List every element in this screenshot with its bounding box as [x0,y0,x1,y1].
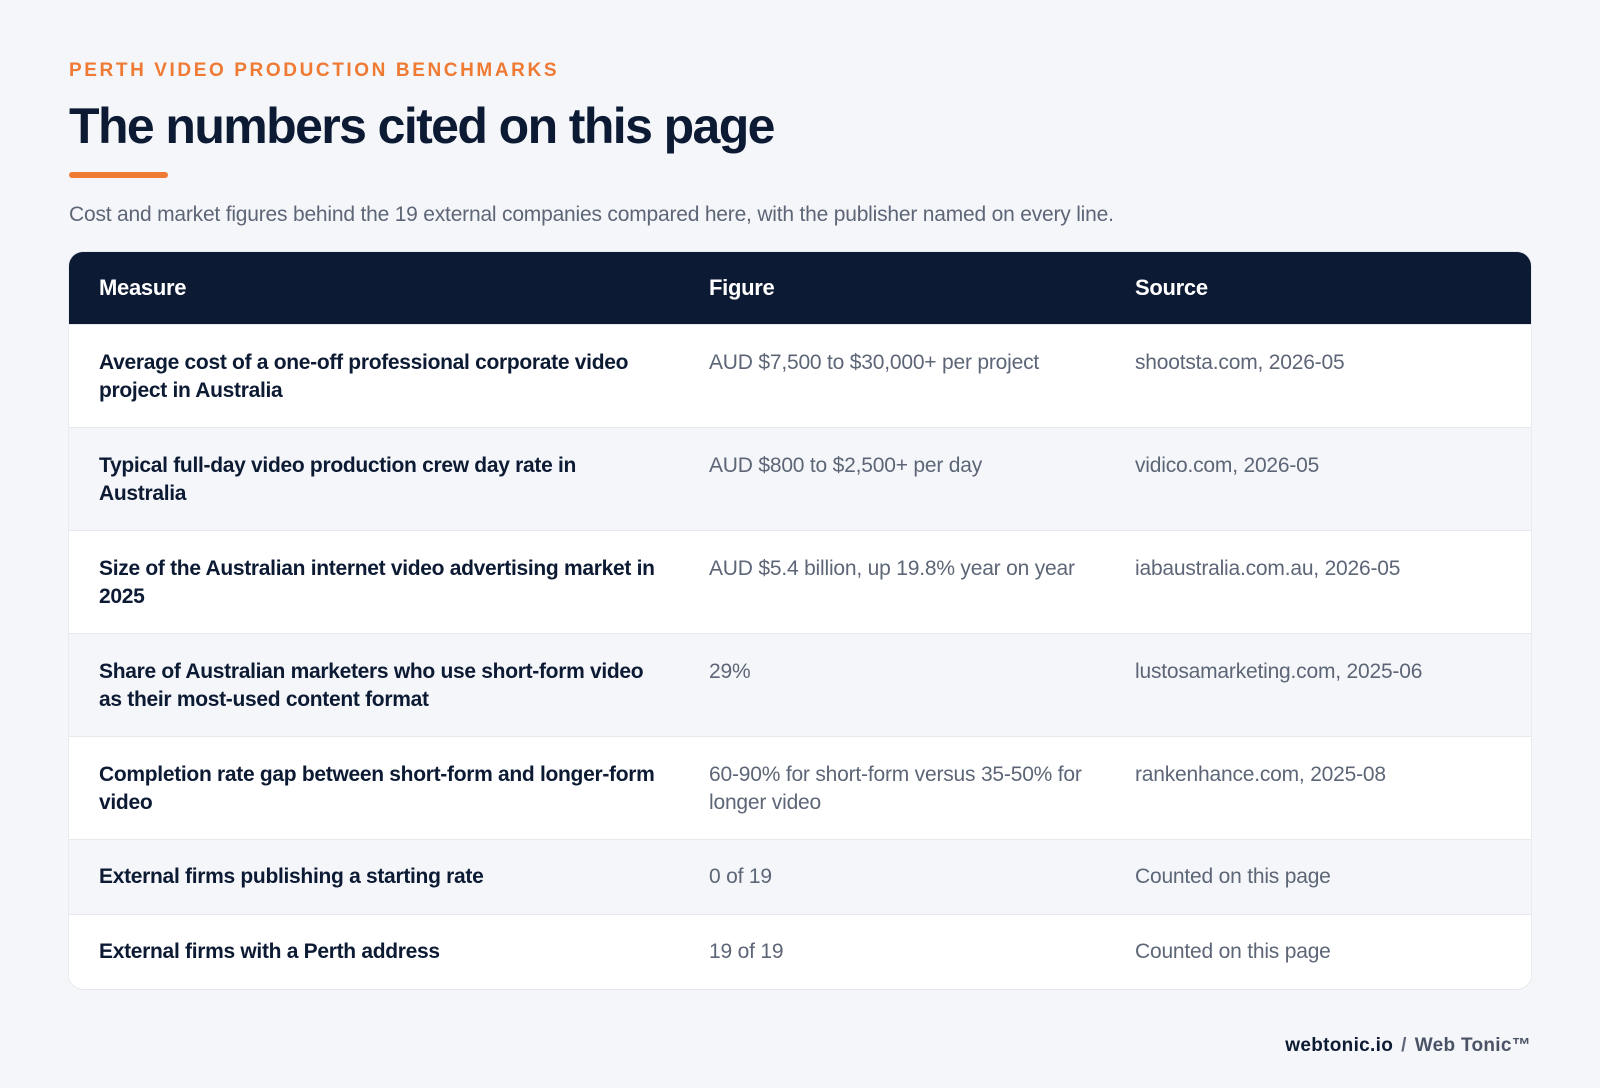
source-cell: shootsta.com, 2026-05 [1135,350,1345,374]
measure-cell: Completion rate gap between short-form a… [99,762,655,814]
figure-cell: 19 of 19 [709,939,784,963]
figure-cell: AUD $5.4 billion, up 19.8% year on year [709,556,1075,580]
table-row: External firms publishing a starting rat… [69,839,1531,914]
table-header-row: Measure Figure Source [69,252,1531,324]
benchmarks-table: Measure Figure Source Average cost of a … [69,252,1531,989]
figure-cell: 0 of 19 [709,864,772,888]
source-cell: Counted on this page [1135,939,1331,963]
table-row: Average cost of a one-off professional c… [69,324,1531,427]
source-cell: lustosamarketing.com, 2025-06 [1135,659,1423,683]
source-cell: vidico.com, 2026-05 [1135,453,1320,477]
page-subtitle: Cost and market figures behind the 19 ex… [69,203,1114,226]
measure-cell: External firms publishing a starting rat… [99,864,484,888]
figure-cell: AUD $800 to $2,500+ per day [709,453,983,477]
source-cell: iabaustralia.com.au, 2026-05 [1135,556,1401,580]
footer-credit: webtonic.io / Web Tonic™ [1285,1034,1531,1058]
figure-cell: 60-90% for short-form versus 35-50% for … [709,762,1082,814]
figure-cell: 29% [709,659,751,683]
table-row: Size of the Australian internet video ad… [69,530,1531,633]
table-row: External firms with a Perth address 19 o… [69,914,1531,989]
table-row: Typical full-day video production crew d… [69,427,1531,530]
column-header-measure: Measure [99,274,187,300]
source-cell: Counted on this page [1135,864,1331,888]
measure-cell: Share of Australian marketers who use sh… [99,659,644,711]
column-header-figure: Figure [709,274,775,300]
measure-cell: Average cost of a one-off professional c… [99,350,629,402]
measure-cell: Size of the Australian internet video ad… [99,556,655,608]
eyebrow-label: PERTH VIDEO PRODUCTION BENCHMARKS [69,60,560,81]
table-header: Measure Figure Source [69,252,1531,324]
table-body: Average cost of a one-off professional c… [69,324,1531,989]
footer-separator: / [1401,1035,1407,1056]
footer-brand: Web Tonic™ [1414,1035,1531,1056]
page-title: The numbers cited on this page [69,98,775,154]
table-row: Completion rate gap between short-form a… [69,736,1531,839]
footer-domain: webtonic.io [1285,1035,1394,1056]
measure-cell: Typical full-day video production crew d… [99,453,577,505]
page: PERTH VIDEO PRODUCTION BENCHMARKS The nu… [69,58,1531,989]
source-cell: rankenhance.com, 2025-08 [1135,762,1386,786]
measure-cell: External firms with a Perth address [99,939,440,963]
column-header-source: Source [1135,274,1208,300]
figure-cell: AUD $7,500 to $30,000+ per project [709,350,1040,374]
table-row: Share of Australian marketers who use sh… [69,633,1531,736]
title-underline [69,172,168,178]
benchmarks-table-card: Measure Figure Source Average cost of a … [69,252,1531,989]
